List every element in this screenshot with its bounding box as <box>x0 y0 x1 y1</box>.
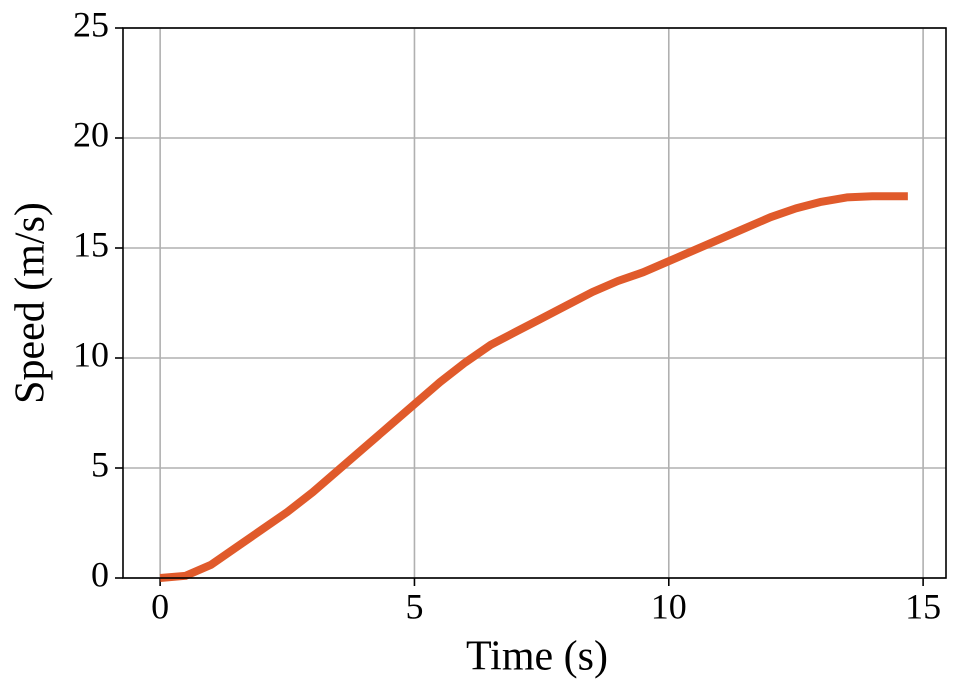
y-tick-label: 15 <box>73 224 109 264</box>
y-tick-label: 10 <box>73 334 109 374</box>
x-tick-label: 15 <box>905 586 941 626</box>
y-tick-label: 5 <box>91 444 109 484</box>
y-tick-label: 25 <box>73 4 109 44</box>
x-tick-label: 10 <box>651 586 687 626</box>
x-tick-label: 5 <box>405 586 423 626</box>
x-tick-label: 0 <box>151 586 169 626</box>
y-axis-label: Speed (m/s) <box>8 202 54 404</box>
y-tick-label: 0 <box>91 554 109 594</box>
plot-frame <box>122 27 947 579</box>
y-tick-label: 20 <box>73 114 109 154</box>
line <box>159 192 908 582</box>
x-axis-label: Time (s) <box>466 634 608 680</box>
